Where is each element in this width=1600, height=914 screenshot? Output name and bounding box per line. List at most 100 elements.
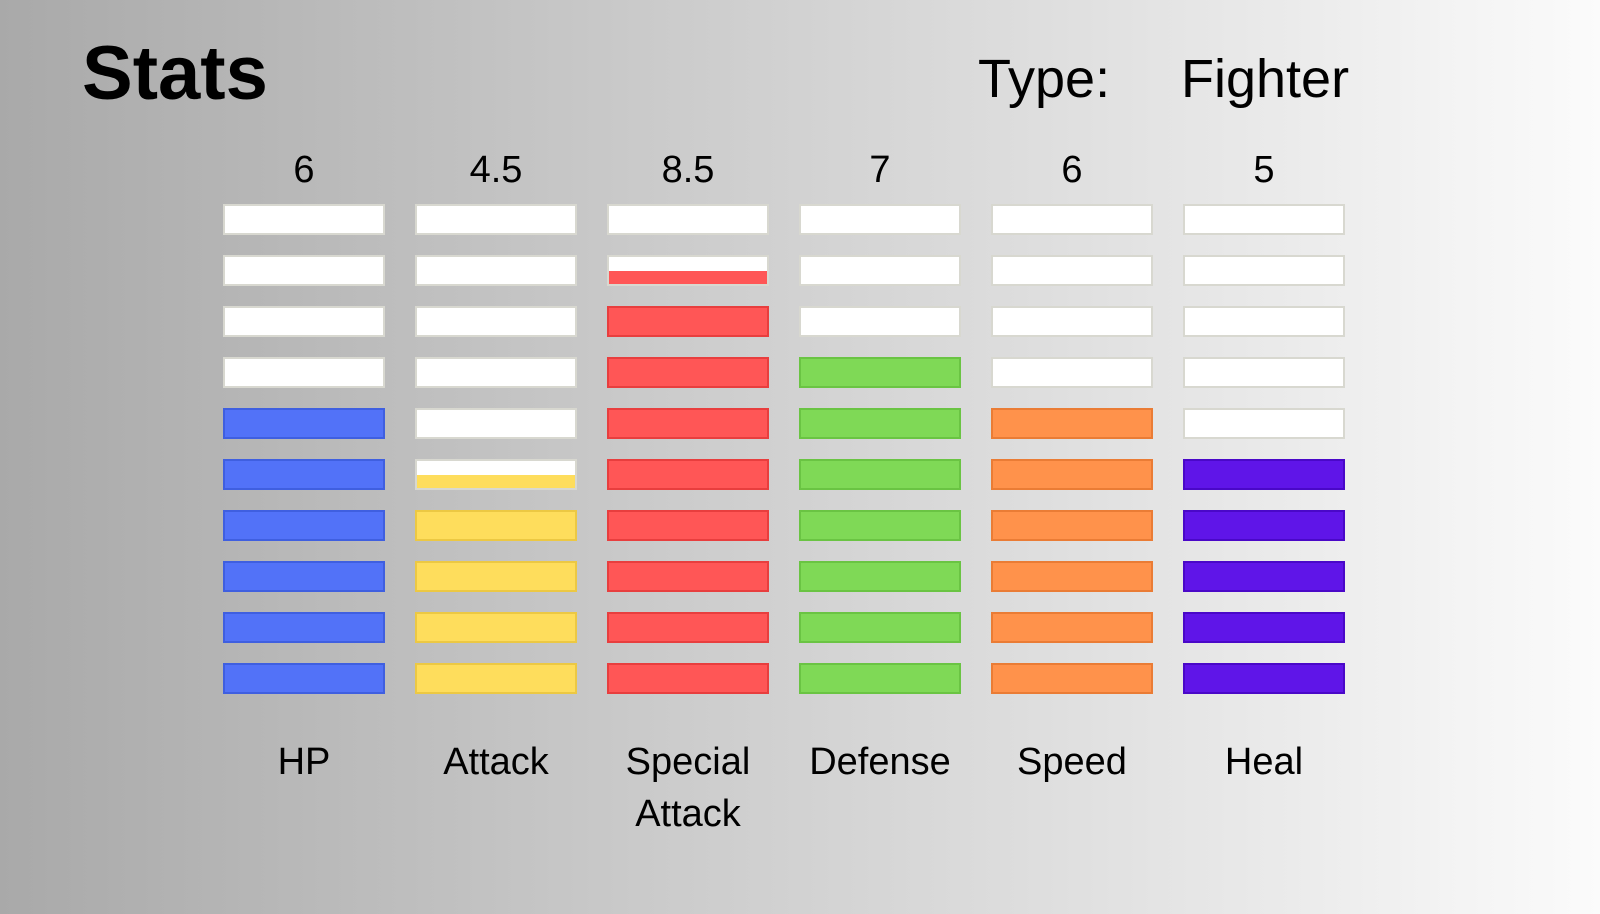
stat-segment-fill	[801, 512, 959, 539]
stat-segment	[1183, 306, 1345, 337]
stat-column-attack: 4.5 Attack	[415, 0, 577, 914]
stat-segment	[991, 204, 1153, 235]
stat-segment-fill	[417, 512, 575, 539]
stat-segment-fill	[609, 461, 767, 488]
stat-segment-fill	[801, 563, 959, 590]
stat-value: 8.5	[661, 149, 715, 191]
stat-segment-fill	[993, 461, 1151, 488]
stat-segment	[799, 408, 961, 439]
stat-segment-fill	[801, 359, 959, 386]
stat-segment-fill	[1185, 614, 1343, 641]
stat-segment	[991, 408, 1153, 439]
stat-segment	[223, 561, 385, 592]
stat-segment	[799, 204, 961, 235]
stat-segment-fill	[993, 410, 1151, 437]
stat-segment	[1183, 612, 1345, 643]
stat-segment	[607, 408, 769, 439]
stat-segment	[415, 306, 577, 337]
stat-segment	[991, 561, 1153, 592]
stat-segment-fill	[801, 665, 959, 692]
stat-segment	[607, 663, 769, 694]
stat-segment	[991, 612, 1153, 643]
stat-segment	[223, 357, 385, 388]
stat-segment	[991, 255, 1153, 286]
stat-segment	[415, 561, 577, 592]
stat-segment-fill	[609, 512, 767, 539]
stat-segment	[607, 255, 769, 286]
type-label: Type:	[978, 49, 1111, 109]
stat-segment-fill	[609, 665, 767, 692]
stat-segment	[991, 357, 1153, 388]
stat-segment	[223, 459, 385, 490]
stat-segment-fill	[225, 614, 383, 641]
stat-segment	[607, 306, 769, 337]
stat-segment	[607, 204, 769, 235]
stat-value: 5	[1253, 149, 1275, 191]
stat-segment	[1183, 561, 1345, 592]
stat-label: Attack	[443, 741, 549, 783]
stat-segment-fill	[801, 461, 959, 488]
stat-value: 4.5	[469, 149, 523, 191]
stat-label: Special Attack	[625, 741, 751, 836]
stat-segment	[991, 510, 1153, 541]
stat-segment-fill	[417, 563, 575, 590]
stat-segment-fill	[225, 410, 383, 437]
stat-segment	[1183, 204, 1345, 235]
stat-segment	[1183, 459, 1345, 490]
stat-segment-fill	[801, 410, 959, 437]
stat-column-hp: 6 HP	[223, 0, 385, 914]
stat-segment	[415, 357, 577, 388]
stat-segment	[415, 204, 577, 235]
stat-segment-fill	[609, 563, 767, 590]
stat-label: Speed	[1017, 741, 1127, 783]
stat-column-defense: 7 Defense	[799, 0, 961, 914]
stat-segment-fill	[417, 474, 575, 488]
stat-segment	[223, 255, 385, 286]
page-title: Stats	[82, 31, 268, 116]
stat-segment-fill	[1185, 512, 1343, 539]
stat-segment-fill	[225, 665, 383, 692]
stat-segment	[991, 663, 1153, 694]
stat-label: Heal	[1224, 741, 1304, 783]
stat-label: HP	[277, 741, 331, 783]
stat-segment	[799, 510, 961, 541]
stat-segment	[607, 612, 769, 643]
stat-segment	[799, 561, 961, 592]
stat-segment-fill	[993, 614, 1151, 641]
stat-segment-fill	[1185, 461, 1343, 488]
type-value: Fighter	[1181, 49, 1350, 109]
stat-segment	[223, 306, 385, 337]
stat-segment	[223, 663, 385, 694]
stat-segment-fill	[609, 410, 767, 437]
stat-segment	[991, 459, 1153, 490]
stat-segment	[607, 357, 769, 388]
stat-segment	[1183, 663, 1345, 694]
stat-segment	[799, 357, 961, 388]
stat-segment-fill	[609, 359, 767, 386]
stat-segment	[799, 255, 961, 286]
stat-segment	[1183, 510, 1345, 541]
stat-segment	[799, 612, 961, 643]
stat-segment-fill	[609, 614, 767, 641]
stat-segment	[415, 408, 577, 439]
stat-segment-fill	[1185, 665, 1343, 692]
stat-segment	[415, 612, 577, 643]
stat-segment	[607, 561, 769, 592]
stat-segment-fill	[417, 665, 575, 692]
stat-segment-fill	[801, 614, 959, 641]
stat-segment	[1183, 408, 1345, 439]
stat-label: Defense	[809, 741, 951, 783]
stat-segment	[799, 306, 961, 337]
stat-segment	[223, 612, 385, 643]
stat-segment	[991, 306, 1153, 337]
stat-segment-fill	[225, 563, 383, 590]
stat-segment-fill	[993, 563, 1151, 590]
stat-segment	[1183, 357, 1345, 388]
stat-segment-fill	[609, 308, 767, 335]
stat-segment	[223, 510, 385, 541]
stat-segment-fill	[993, 512, 1151, 539]
stat-segment-fill	[225, 512, 383, 539]
stat-segment-fill	[609, 270, 767, 284]
stat-segment	[415, 663, 577, 694]
stat-segment	[415, 255, 577, 286]
